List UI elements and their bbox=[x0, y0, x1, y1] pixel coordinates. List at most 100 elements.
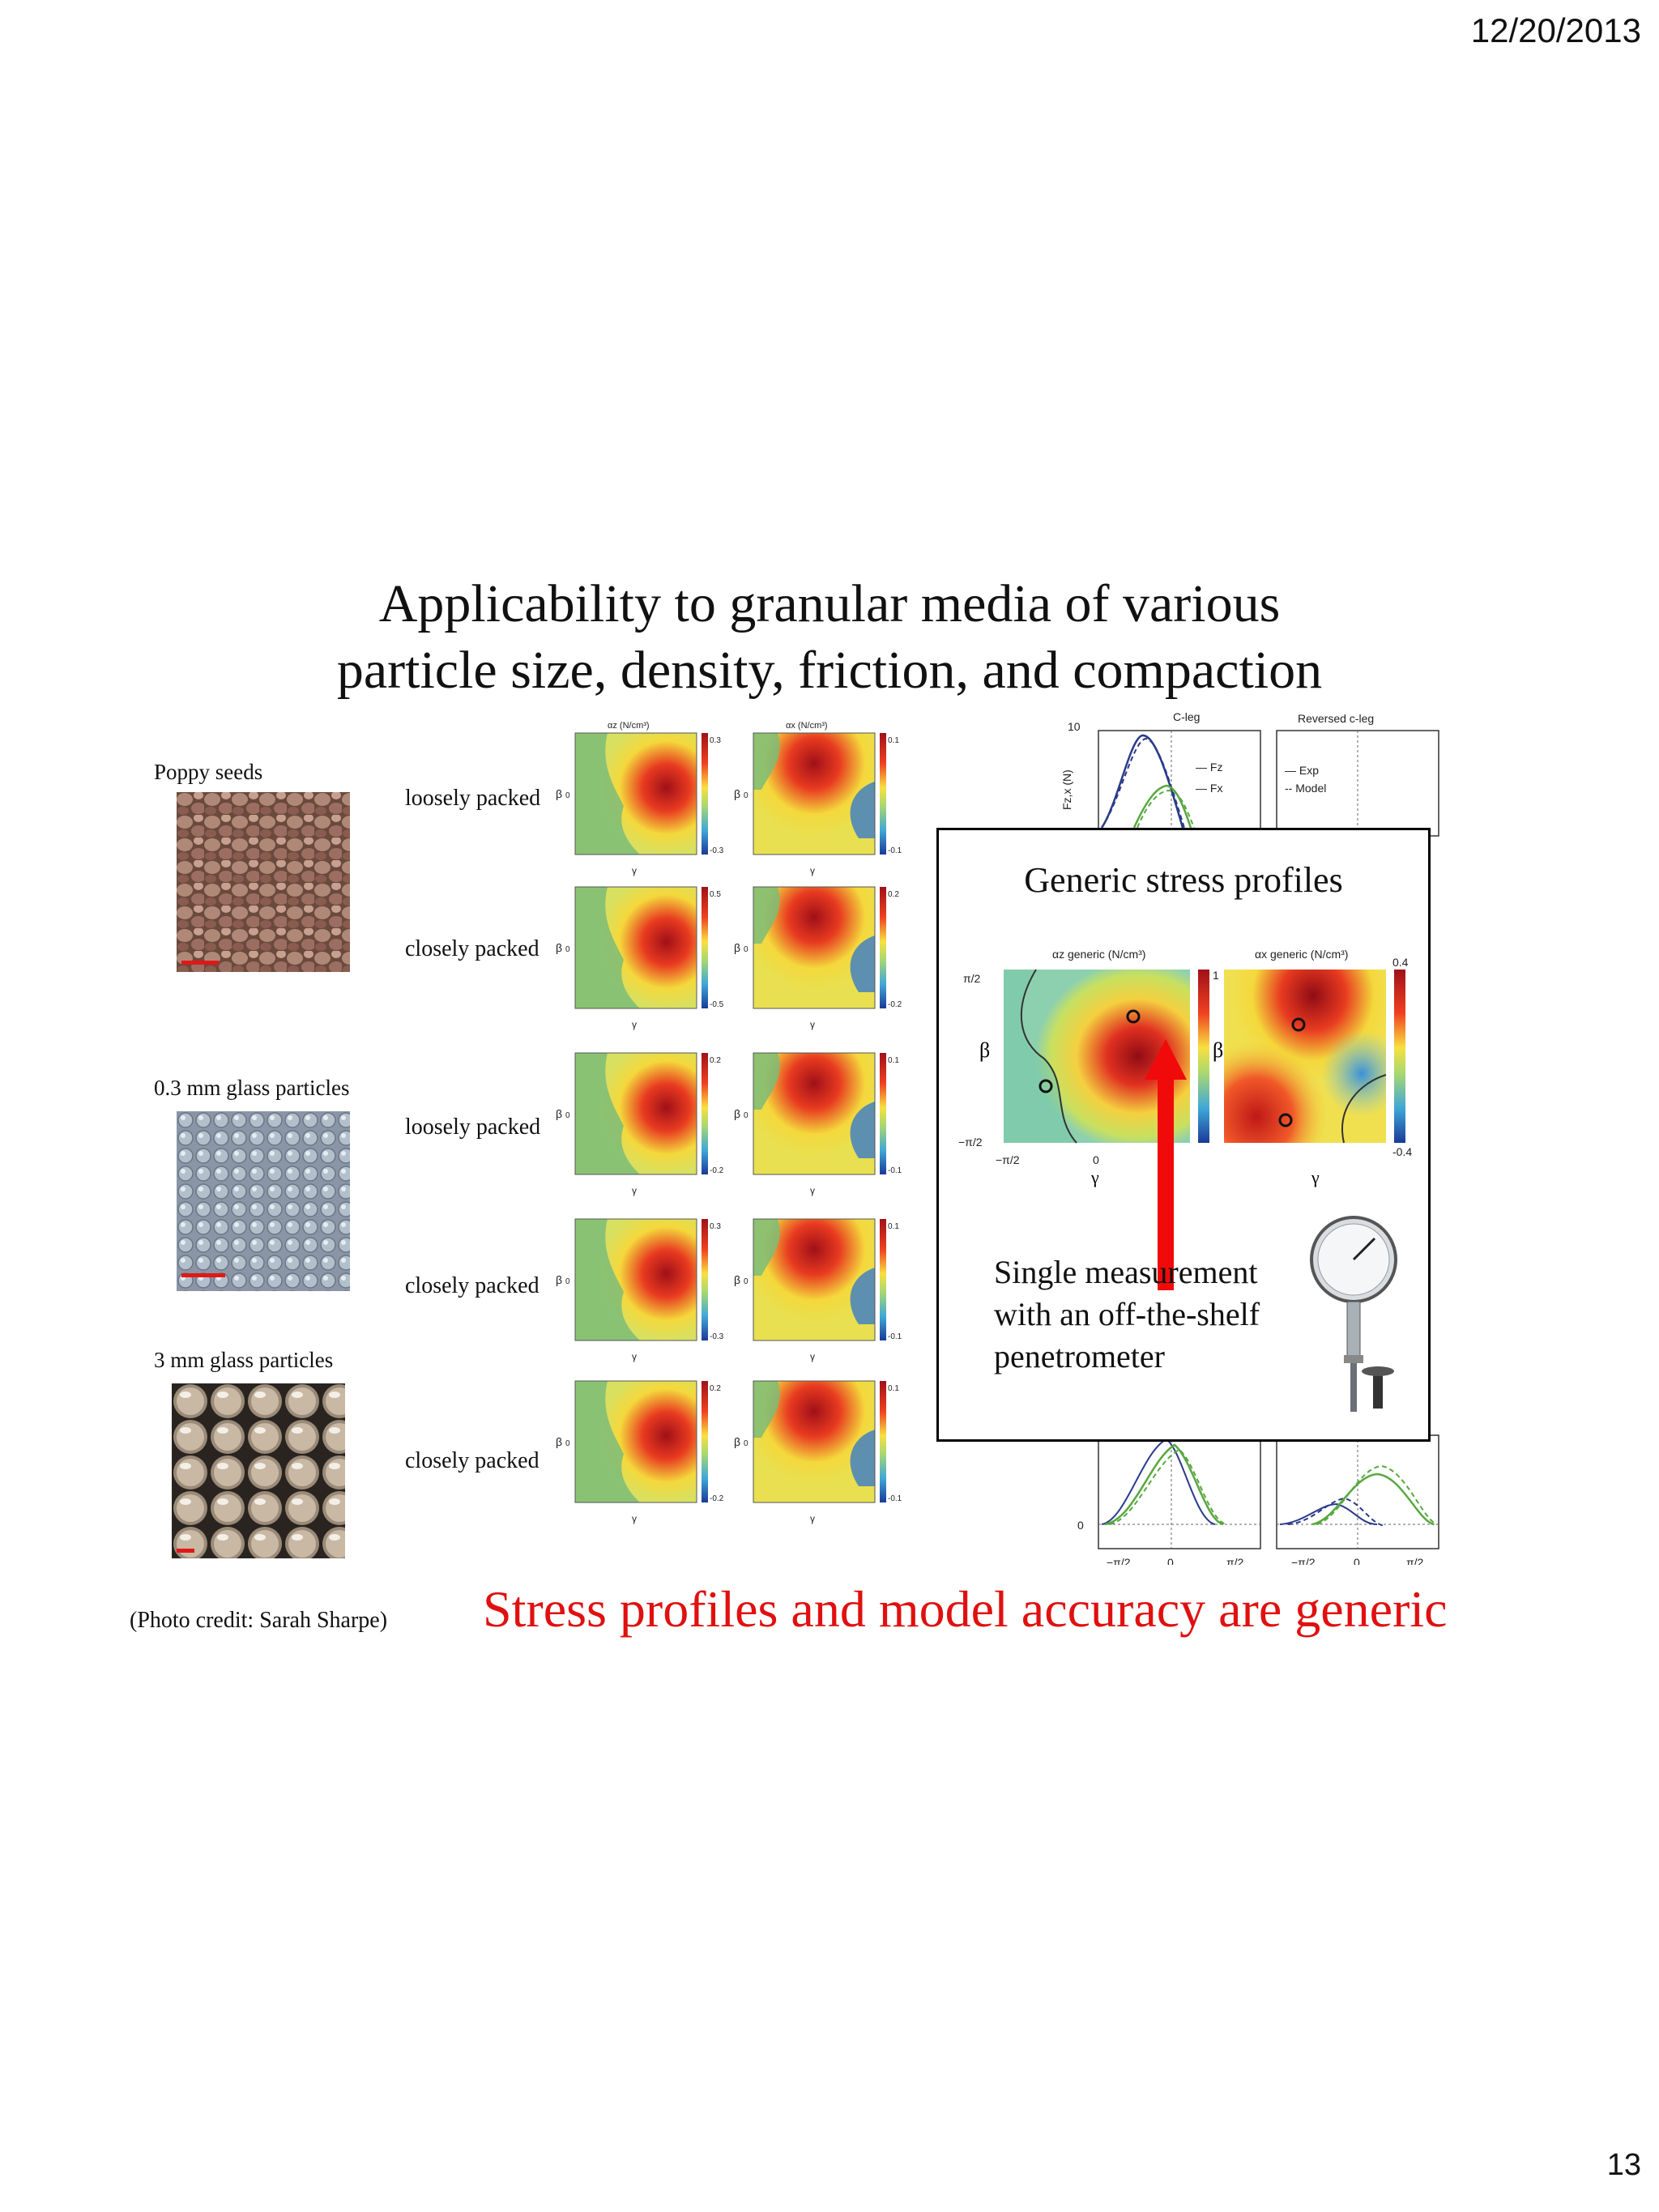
beta-zero-tick: 0 bbox=[565, 1111, 570, 1120]
gamma-axis-label: γ bbox=[632, 1185, 637, 1196]
legend-exp: — Exp bbox=[1285, 764, 1319, 777]
photo-glass-03mm bbox=[177, 1111, 350, 1291]
beta-zero-tick: 0 bbox=[744, 1277, 748, 1286]
stress-map-header: αx (N/cm³) bbox=[786, 721, 828, 731]
colorbar-min: -0.2 bbox=[710, 1494, 724, 1503]
stress-map-header: αz (N/cm³) bbox=[608, 721, 650, 731]
force-x-tick-pi2-left: π/2 bbox=[1226, 1556, 1244, 1565]
penetrometer-icon bbox=[1310, 1216, 1397, 1412]
material-label-poppy: Poppy seeds bbox=[154, 760, 263, 784]
packing-label-1: loosely packed bbox=[405, 786, 541, 811]
packing-label-4: closely packed bbox=[405, 1273, 539, 1298]
colorbar-max: 0.5 bbox=[710, 890, 721, 899]
colorbar-min: -0.2 bbox=[888, 1000, 902, 1009]
title-line-2: particle size, density, friction, and co… bbox=[336, 641, 1323, 700]
conclusion-text: Stress profiles and model accuracy are g… bbox=[483, 1580, 1448, 1638]
colorbar-max: 0.3 bbox=[710, 1222, 721, 1231]
generic-colorbar-right bbox=[1394, 970, 1405, 1143]
beta-axis-label: β bbox=[734, 787, 740, 800]
force-plot-title-cleg: C-leg bbox=[1173, 710, 1200, 723]
beta-axis-label: β bbox=[556, 1435, 562, 1448]
generic-colorbar-left bbox=[1198, 970, 1209, 1143]
colorbar-max: 0.1 bbox=[888, 736, 899, 745]
generic-right-beta: β bbox=[1213, 1038, 1223, 1062]
force-curve-fx bbox=[1132, 784, 1192, 829]
stress-map-row-4: 0.3-0.3β 0γ0.1-0.1β 0γ bbox=[556, 1218, 902, 1362]
title-line-1: Applicability to granular media of vario… bbox=[378, 574, 1281, 633]
colorbar-max: 0.2 bbox=[710, 1056, 721, 1065]
stress-map-row-5: 0.2-0.2β 0γ0.1-0.1β 0γ bbox=[556, 1380, 902, 1524]
force-curve-fz bbox=[1100, 734, 1184, 829]
generic-left-header: αz generic (N/cm³) bbox=[1052, 948, 1145, 961]
colorbar-min: -0.1 bbox=[888, 1166, 902, 1175]
generic-left-gamma: γ bbox=[1090, 1167, 1099, 1187]
colorbar-max: 0.1 bbox=[888, 1056, 899, 1065]
alpha-z-map-2: 0.5 -0.5 β 0 γ bbox=[556, 886, 724, 1030]
force-x-tick-mpi2-left: −π/2 bbox=[1107, 1556, 1131, 1565]
alpha-z-map-4: 0.3 -0.3 β 0 γ bbox=[556, 1218, 724, 1362]
beta-zero-tick: 0 bbox=[565, 1439, 570, 1448]
gamma-axis-label: γ bbox=[810, 865, 815, 876]
alpha-z-map-1: 0.3 -0.3 β 0 γ αz (N/cm³) bbox=[556, 721, 724, 876]
force-y-top-tick: 10 bbox=[1068, 720, 1081, 733]
beta-axis-label: β bbox=[734, 1435, 740, 1448]
slide-title: Applicability to granular media of vario… bbox=[0, 571, 1659, 704]
beta-axis-label: β bbox=[556, 787, 562, 800]
gamma-axis-label: γ bbox=[632, 1513, 637, 1524]
colorbar-min: -0.1 bbox=[888, 1332, 902, 1341]
force-curve-fz-model bbox=[1101, 737, 1185, 829]
stress-map-row-3: 0.2-0.2β 0γ0.1-0.1β 0γ bbox=[556, 1052, 902, 1196]
colorbar-min: -0.3 bbox=[710, 846, 724, 855]
generic-box-title: Generic stress profiles bbox=[1024, 860, 1343, 900]
generic-right-header: αx generic (N/cm³) bbox=[1255, 948, 1348, 961]
beta-axis-label: β bbox=[556, 1107, 562, 1120]
slide-date: 12/20/2013 bbox=[1470, 11, 1641, 49]
red-arrow-icon bbox=[1145, 1039, 1187, 1290]
photo-glass-3mm bbox=[172, 1383, 345, 1558]
force-plots: C-leg Reversed c-leg 10 Fz,x (N) — Fz — … bbox=[1060, 710, 1439, 1565]
force-x-tick-0-right: 0 bbox=[1354, 1556, 1360, 1565]
force-curve-fx-model bbox=[1137, 789, 1195, 829]
generic-text-line-2: with an off-the-shelf bbox=[994, 1296, 1260, 1332]
beta-zero-tick: 0 bbox=[744, 1111, 748, 1120]
generic-right-min: -0.4 bbox=[1392, 1145, 1412, 1158]
gamma-axis-label: γ bbox=[810, 1019, 815, 1030]
generic-box-text: Single measurement with an off-the-shelf… bbox=[994, 1251, 1260, 1378]
beta-zero-tick: 0 bbox=[744, 791, 748, 800]
beta-zero-tick: 0 bbox=[565, 791, 570, 800]
legend-fx: — Fx bbox=[1196, 782, 1222, 795]
beta-zero-tick: 0 bbox=[565, 945, 570, 954]
gamma-axis-label: γ bbox=[632, 865, 637, 876]
gamma-axis-label: γ bbox=[810, 1185, 815, 1196]
alpha-x-map-5: 0.1 -0.1 β 0 γ bbox=[734, 1380, 902, 1524]
gamma-axis-label: γ bbox=[632, 1019, 637, 1030]
photo-poppy-seeds bbox=[177, 792, 350, 972]
beta-zero-tick: 0 bbox=[744, 1439, 748, 1448]
material-label-glass-03: 0.3 mm glass particles bbox=[154, 1076, 350, 1100]
colorbar-max: 0.3 bbox=[710, 736, 721, 745]
force-x-tick-pi2-right: π/2 bbox=[1406, 1556, 1424, 1565]
photo-credit: (Photo credit: Sarah Sharpe) bbox=[130, 1608, 388, 1633]
beta-axis-label: β bbox=[556, 941, 562, 954]
colorbar-max: 0.1 bbox=[888, 1222, 899, 1231]
colorbar-max: 0.1 bbox=[888, 1384, 899, 1393]
generic-left-y-top: π/2 bbox=[963, 972, 981, 985]
gamma-axis-label: γ bbox=[632, 1351, 637, 1362]
force-x-tick-0-left: 0 bbox=[1167, 1556, 1174, 1565]
packing-label-5: closely packed bbox=[405, 1448, 539, 1473]
generic-maps: αz generic (N/cm³) 1 β π/2 −π/2 −π/2 0 γ… bbox=[958, 948, 1412, 1187]
alpha-x-map-3: 0.1 -0.1 β 0 γ bbox=[734, 1052, 902, 1196]
colorbar-min: -0.1 bbox=[888, 846, 902, 855]
force-plot-title-reversed: Reversed c-leg bbox=[1298, 712, 1374, 725]
scale-bar bbox=[181, 961, 219, 965]
beta-axis-label: β bbox=[734, 941, 740, 954]
legend-model: -- Model bbox=[1285, 782, 1326, 795]
scale-bar bbox=[177, 1549, 194, 1553]
colorbar-min: -0.1 bbox=[888, 1494, 902, 1503]
packing-label-2: closely packed bbox=[405, 936, 539, 961]
force-x-tick-mpi2-right: −π/2 bbox=[1291, 1556, 1316, 1565]
generic-left-y-bottom: −π/2 bbox=[958, 1136, 983, 1149]
colorbar-min: -0.3 bbox=[710, 1332, 724, 1341]
force-y-axis-label: Fz,x (N) bbox=[1060, 769, 1073, 810]
